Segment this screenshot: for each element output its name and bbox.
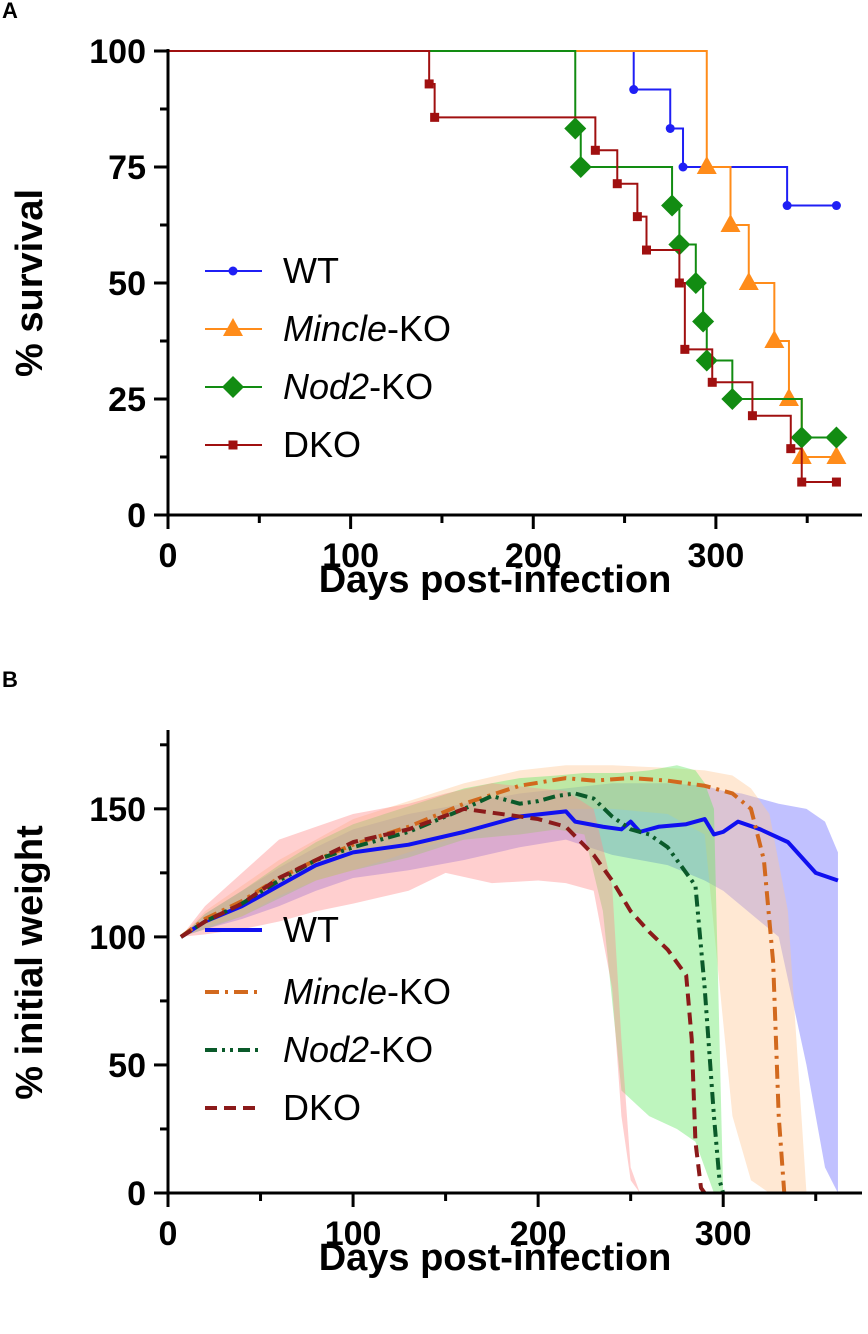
y-axis-title: % survival	[9, 189, 51, 377]
survival-marker-mincle-ko	[738, 272, 759, 290]
survival-marker-dko	[831, 477, 841, 487]
y-tick-label: 100	[89, 33, 146, 71]
legend-label-mincle-ko: Mincle-KO	[283, 971, 451, 1012]
y-tick-label: 0	[127, 1175, 146, 1213]
legend-marker-mincle-ko	[223, 318, 243, 336]
legend-label-italic: Nod2	[283, 1029, 369, 1070]
survival-marker-dko	[674, 278, 684, 288]
x-axis-title: Days post-infection	[319, 559, 672, 601]
y-tick-label: 25	[108, 381, 146, 419]
survival-marker-nod2-ko	[564, 117, 587, 140]
survival-marker-mincle-ko	[826, 446, 847, 464]
legend-label-italic: Mincle	[283, 971, 387, 1012]
x-tick-label: 0	[159, 537, 178, 575]
survival-marker-wt	[629, 85, 639, 95]
x-tick-label: 100	[325, 1215, 382, 1253]
x-tick-label: 300	[688, 537, 745, 575]
range-band-wt	[180, 783, 838, 1193]
survival-marker-dko	[641, 245, 651, 255]
legend-label-italic: Nod2	[283, 366, 369, 407]
legend-marker-wt	[228, 266, 238, 276]
survival-marker-nod2-ko	[790, 426, 813, 449]
survival-marker-wt	[831, 201, 841, 211]
weight-line-wt	[179, 809, 839, 939]
weight-line-dko	[179, 806, 707, 1195]
legend-label-italic: Mincle	[283, 308, 387, 349]
y-axis-title: % initial weight	[9, 825, 51, 1100]
survival-marker-dko	[786, 444, 796, 454]
survival-marker-dko	[424, 79, 434, 89]
survival-marker-dko	[680, 344, 690, 354]
x-tick-label: 300	[695, 1215, 752, 1253]
legend-label-mincle-ko: Mincle-KO	[283, 308, 451, 349]
panel-letter-b: B	[2, 667, 18, 692]
x-tick-label: 200	[510, 1215, 567, 1253]
panel-letter-a: A	[2, 0, 18, 23]
x-tick-label: 0	[159, 1215, 178, 1253]
survival-marker-nod2-ko	[695, 349, 718, 372]
survival-marker-dko	[747, 411, 757, 421]
legend-label-wt: WT	[283, 909, 339, 950]
legend-label-nod2-ko: Nod2-KO	[283, 1029, 433, 1070]
legend-label-suffix: -KO	[387, 971, 451, 1012]
survival-marker-dko	[612, 179, 622, 189]
legend-label-wt: WT	[283, 250, 339, 291]
survival-marker-nod2-ko	[692, 310, 715, 333]
survival-marker-mincle-ko	[696, 156, 717, 174]
y-tick-label: 0	[127, 497, 146, 535]
survival-line-wt	[168, 50, 837, 207]
survival-marker-mincle-ko	[778, 388, 799, 406]
legend-label-suffix: -KO	[387, 308, 451, 349]
survival-marker-mincle-ko	[720, 214, 741, 232]
y-tick-label: 150	[89, 791, 146, 829]
survival-marker-wt	[665, 123, 675, 133]
legend-label-dko: DKO	[283, 424, 361, 465]
x-tick-label: 100	[322, 537, 379, 575]
legend-marker-dko	[228, 440, 238, 450]
survival-marker-dko	[590, 145, 600, 155]
survival-line-nod2-ko	[168, 50, 837, 439]
y-tick-label: 50	[108, 1047, 146, 1085]
survival-marker-nod2-ko	[661, 194, 684, 217]
survival-marker-dko	[632, 212, 642, 222]
survival-marker-nod2-ko	[569, 156, 592, 178]
survival-marker-dko	[430, 112, 440, 122]
survival-marker-nod2-ko	[825, 426, 848, 449]
range-band-nod2-ko	[180, 765, 724, 1193]
x-tick-label: 200	[505, 537, 562, 575]
weight-chart: B 0 100 200 300 0 50 100 150 Days post-infection…	[2, 667, 862, 1279]
survival-marker-dko	[797, 477, 807, 487]
survival-marker-nod2-ko	[684, 272, 707, 294]
legend-label-suffix: -KO	[369, 1029, 433, 1070]
legend-marker-nod2-ko	[222, 376, 244, 398]
survival-marker-wt	[678, 162, 688, 172]
survival-marker-dko	[707, 377, 717, 387]
range-band-dko	[180, 783, 640, 1193]
y-tick-label: 50	[108, 265, 146, 303]
survival-line-dko	[168, 50, 837, 484]
y-tick-label: 75	[108, 149, 146, 187]
legend-label-nod2-ko: Nod2-KO	[283, 366, 433, 407]
survival-marker-wt	[782, 201, 792, 211]
y-tick-label: 100	[89, 919, 146, 957]
legend-label-dko: DKO	[283, 1087, 361, 1128]
x-axis-title: Days post-infection	[319, 1237, 672, 1279]
survival-marker-nod2-ko	[721, 388, 744, 410]
legend-label-suffix: -KO	[369, 366, 433, 407]
survival-marker-mincle-ko	[764, 330, 785, 348]
range-band-mincle-ko	[180, 765, 807, 1193]
